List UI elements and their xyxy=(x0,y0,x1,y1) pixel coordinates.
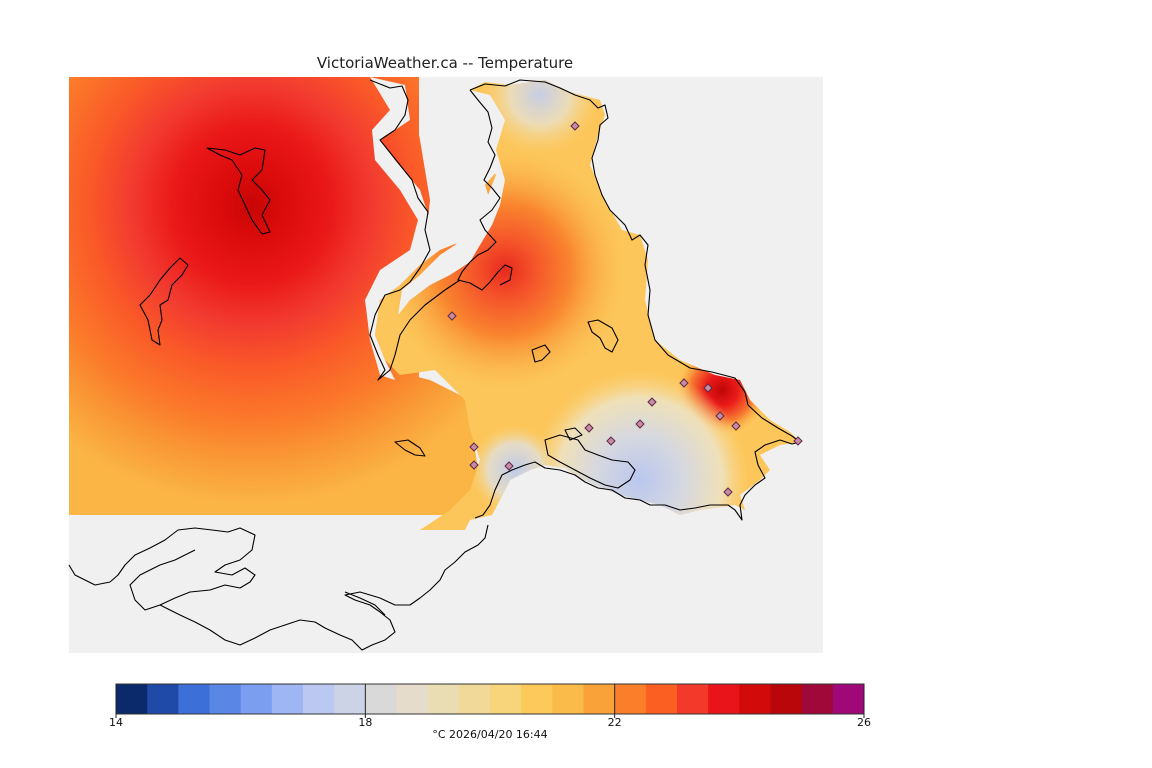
colorbar-swatch xyxy=(583,684,616,714)
colorbar-swatch xyxy=(677,684,709,714)
colorbar-swatch xyxy=(365,684,397,714)
station-marker xyxy=(606,436,616,446)
station-marker xyxy=(469,460,479,470)
station-marker xyxy=(447,311,457,321)
colorbar-swatch xyxy=(614,684,647,714)
colorbar-swatch xyxy=(116,684,148,714)
colorbar-swatch xyxy=(490,684,522,714)
colorbar-swatch xyxy=(832,684,865,714)
station-marker xyxy=(570,121,580,131)
map-title: VictoriaWeather.ca -- Temperature xyxy=(316,54,574,72)
station-marker xyxy=(469,442,479,452)
colorbar-swatch xyxy=(240,684,273,714)
colorbar-swatch xyxy=(645,684,678,714)
colorbar-swatch xyxy=(396,684,429,714)
colorbar-swatch xyxy=(708,684,740,714)
station-marker xyxy=(635,419,645,429)
station-marker xyxy=(647,397,657,407)
colorbar-swatch xyxy=(770,684,803,714)
colorbar-swatch xyxy=(303,684,335,714)
colorbar-swatch xyxy=(552,684,584,714)
station-marker xyxy=(731,421,741,431)
colorbar-tick-label: 14 xyxy=(109,716,123,729)
colorbar-swatch xyxy=(521,684,553,714)
colorbar-swatch xyxy=(427,684,460,714)
station-markers xyxy=(447,121,803,497)
colorbar-swatch xyxy=(271,684,304,714)
colorbar-swatch xyxy=(334,684,366,714)
colorbar-swatch xyxy=(739,684,771,714)
station-marker xyxy=(723,487,733,497)
station-marker xyxy=(504,461,514,471)
temperature-colorbar xyxy=(115,683,865,718)
colorbar-swatch xyxy=(209,684,242,714)
units-and-timestamp: °C 2026/04/20 16:44 xyxy=(432,728,548,741)
colorbar-swatch xyxy=(178,684,210,714)
colorbar-tick-label: 18 xyxy=(358,716,373,729)
station-marker xyxy=(715,411,725,421)
colorbar-swatch xyxy=(801,684,834,714)
station-marker xyxy=(793,436,803,446)
station-marker xyxy=(679,378,689,388)
colorbar-tick-label: 22 xyxy=(607,716,622,729)
station-marker xyxy=(584,423,594,433)
colorbar-swatch xyxy=(458,684,491,714)
station-marker xyxy=(703,383,713,393)
colorbar-swatch xyxy=(147,684,179,714)
colorbar-tick-label: 26 xyxy=(857,716,871,729)
